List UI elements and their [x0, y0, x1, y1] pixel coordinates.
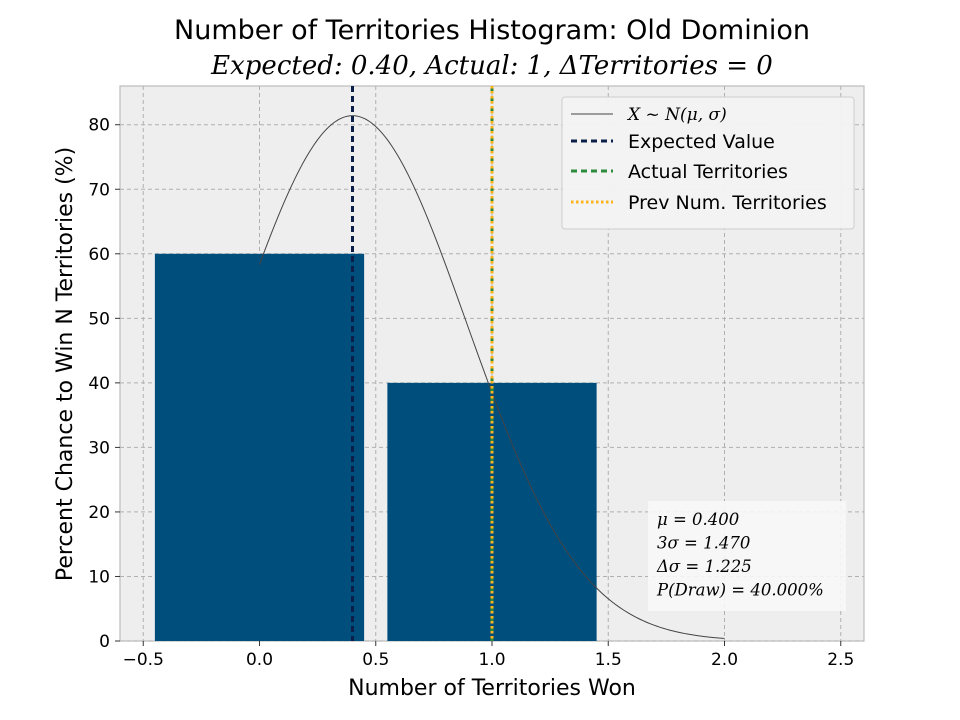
stats-line: μ = 0.400	[657, 510, 739, 529]
y-tick-label: 80	[88, 116, 110, 136]
histogram-bar	[154, 253, 365, 641]
y-tick-label: 60	[88, 245, 110, 265]
stats-line: Δσ = 1.225	[656, 557, 752, 576]
legend-box	[561, 96, 855, 230]
legend-curve-label: X ~ N(μ, σ)	[626, 105, 727, 125]
x-tick-label: 2.5	[827, 650, 854, 670]
chart-subtitle: Expected: 0.40, Actual: 1, ΔTerritories …	[210, 51, 773, 81]
x-tick-label: 1.5	[595, 650, 622, 670]
y-tick-label: 50	[88, 309, 110, 329]
axis-ticks: −0.5 0.0 0.5 1.0 1.5 2.0 2.5 0 10 20 30 40 50 60 70 80	[88, 116, 854, 670]
y-tick-label: 0	[99, 632, 110, 652]
y-tick-label: 20	[88, 503, 110, 523]
y-tick-label: 40	[88, 374, 110, 394]
x-tick-label: 0.5	[362, 650, 389, 670]
x-tick-label: 2.0	[711, 650, 738, 670]
x-tick-label: −0.5	[123, 650, 164, 670]
legend-entry-label: Expected Value	[628, 131, 775, 153]
legend-entry-label: Actual Territories	[628, 161, 788, 183]
x-tick-label: 0.0	[246, 650, 273, 670]
legend-entry-label: Prev Num. Territories	[628, 192, 827, 214]
stats-line: 3σ = 1.470	[657, 534, 750, 553]
y-axis-label: Percent Chance to Win N Territories (%)	[53, 147, 78, 581]
x-axis-label: Number of Territories Won	[348, 676, 636, 701]
legend: X ~ N(μ, σ) Expected Value Actual Territor…	[561, 96, 855, 230]
y-tick-label: 70	[88, 180, 110, 200]
bars	[154, 253, 597, 641]
x-tick-label: 1.0	[478, 650, 505, 670]
stats-box-background	[648, 501, 846, 611]
stats-box: μ = 0.400 3σ = 1.470 Δσ = 1.225 P(Draw) = 4…	[648, 501, 846, 611]
reference-lines	[351, 86, 494, 641]
y-tick-label: 30	[88, 438, 110, 458]
stats-line: P(Draw) = 40.000%	[656, 581, 824, 600]
chart-title: Number of Territories Histogram: Old Dom…	[174, 15, 810, 46]
y-tick-label: 10	[88, 567, 110, 587]
